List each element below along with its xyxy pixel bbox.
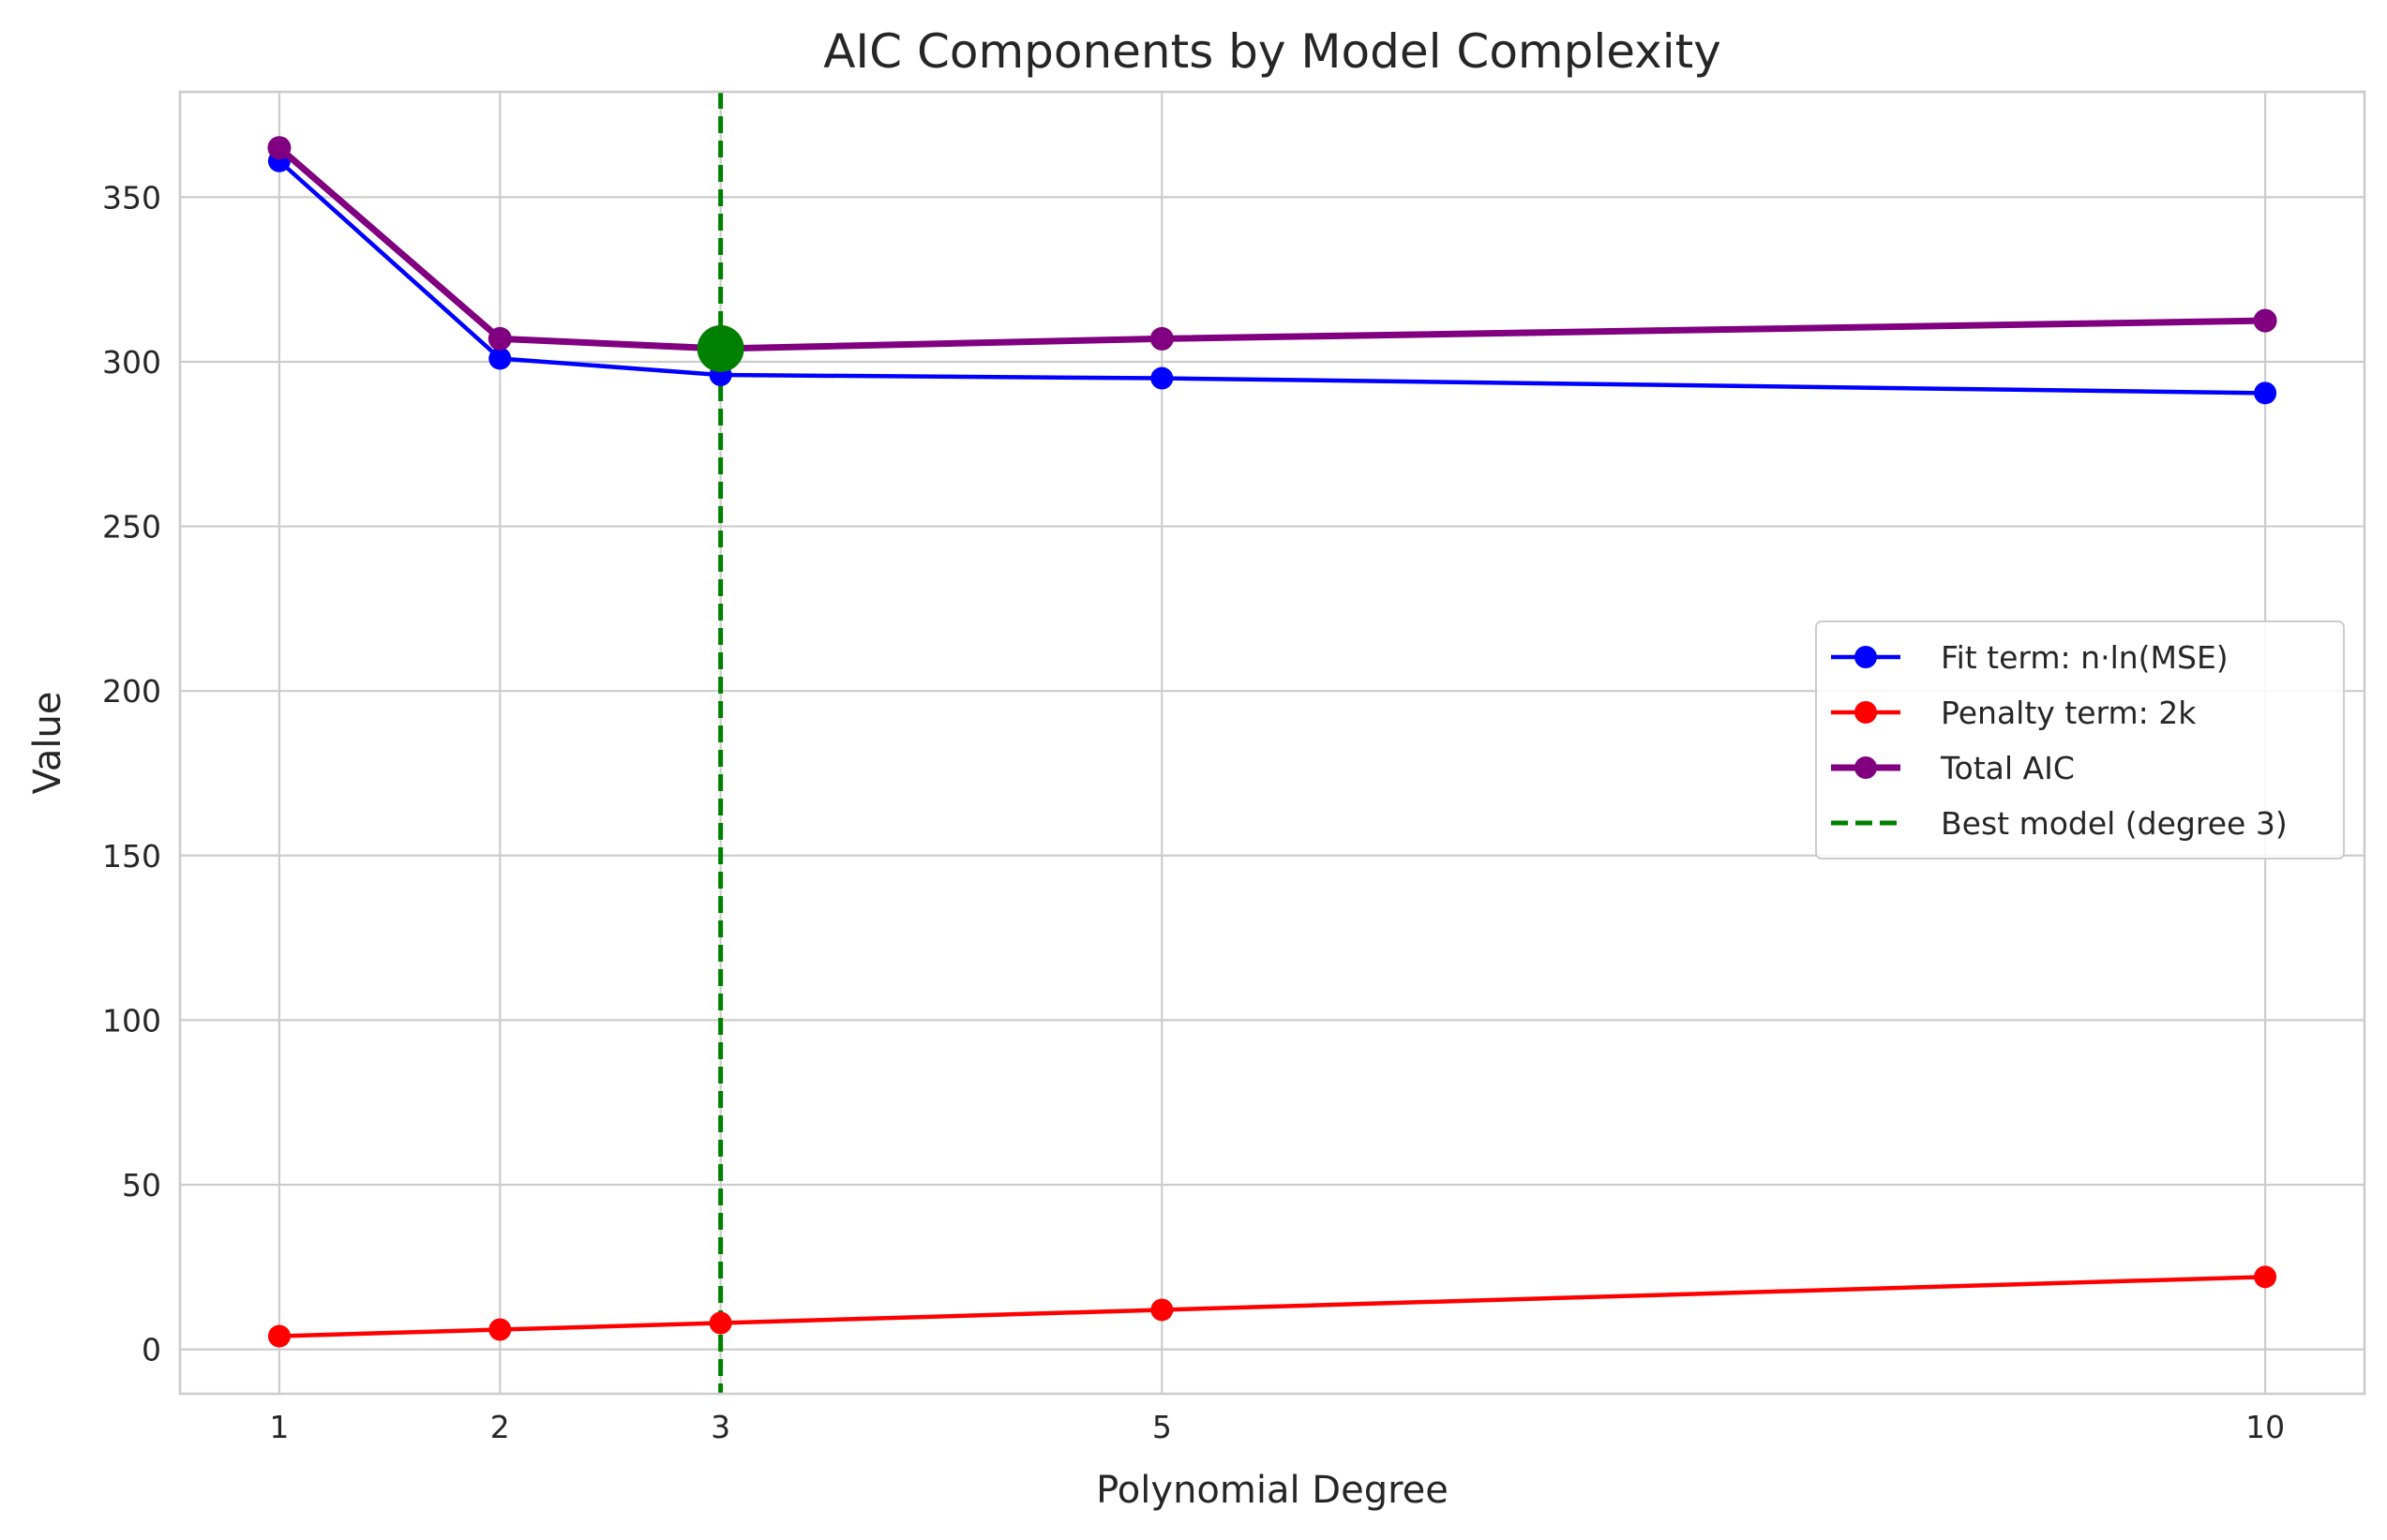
legend-handle-marker: [1854, 646, 1877, 668]
y-tick-labels: 0 50 100 150 200 250 300 350: [102, 179, 161, 1368]
series-1-point: [488, 347, 512, 370]
x-tick-label: 5: [1152, 1409, 1172, 1445]
legend-handle-marker: [1854, 756, 1877, 779]
legend-box: [1815, 620, 2345, 860]
y-tick-label: 300: [102, 344, 161, 381]
series-line-1: [278, 159, 2266, 396]
series-2-point: [709, 1311, 732, 1335]
x-tick-label: 10: [2245, 1409, 2285, 1445]
y-tick-label: 200: [102, 673, 161, 710]
x-tick-label: 1: [269, 1409, 289, 1445]
series-2-point: [2254, 1265, 2277, 1289]
plot-frame: [178, 90, 2366, 1396]
legend-label: Penalty term: 2k: [1941, 695, 2197, 731]
legend-label: Best model (degree 3): [1941, 805, 2288, 842]
x-tick-label: 3: [711, 1409, 730, 1445]
series-3-point: [488, 326, 512, 351]
legend: Fit term: n·ln(MSE) Penalty term: 2k Total…: [1815, 620, 2345, 860]
best-model-marker: [697, 324, 744, 372]
y-tick-label: 150: [102, 838, 161, 875]
series-3-point: [2253, 308, 2277, 333]
x-axis-label: Polynomial Degree: [1096, 1469, 1449, 1512]
x-tick-labels: 1 2 3 5 10: [269, 1409, 2285, 1445]
series-1-point: [2254, 381, 2277, 405]
y-axis-label: Value: [26, 692, 69, 795]
legend-label: Fit term: n·ln(MSE): [1941, 639, 2229, 676]
y-tick-label: 50: [122, 1167, 161, 1204]
series-line-3: [277, 145, 2266, 352]
x-tick-label: 2: [490, 1409, 510, 1445]
series-3-point: [267, 136, 292, 160]
legend-label: Total AIC: [1940, 750, 2075, 786]
series-3-point: [1149, 326, 1174, 351]
highlight-group: [697, 324, 744, 372]
series-2-point: [1150, 1298, 1174, 1322]
legend-handle-marker: [1854, 701, 1877, 724]
y-tick-label: 250: [102, 509, 161, 546]
y-tick-label: 350: [102, 179, 161, 216]
y-tick-label: 0: [142, 1332, 161, 1368]
y-tick-label: 100: [102, 1002, 161, 1039]
chart-title: AIC Components by Model Complexity: [823, 24, 1721, 79]
series-line-2: [278, 1275, 2266, 1338]
series-1-point: [1150, 366, 1174, 390]
series-2-point: [488, 1318, 512, 1341]
series-2-point: [267, 1324, 291, 1348]
